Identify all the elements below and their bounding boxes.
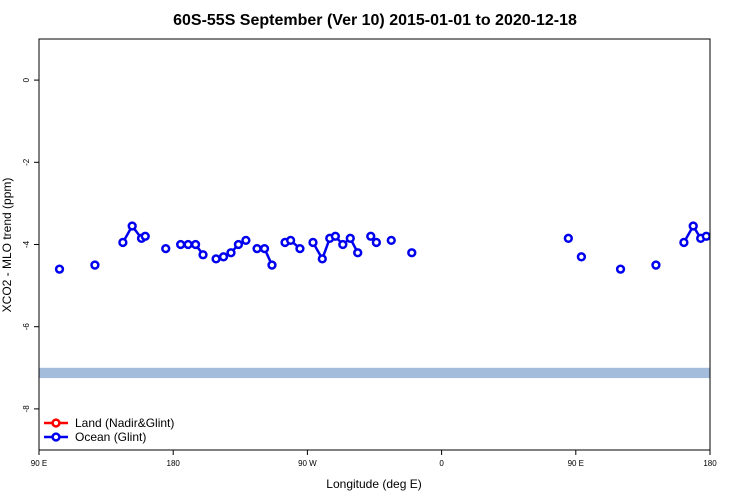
- data-point: [338, 239, 348, 250]
- shaded-band: [39, 367, 710, 379]
- x-tick-label: 0: [439, 459, 444, 468]
- data-point: [285, 235, 296, 246]
- y-tick-label: -2: [22, 158, 31, 166]
- y-tick-label: -6: [22, 323, 31, 331]
- x-axis-label: Longitude (deg E): [326, 477, 421, 491]
- data-point: [563, 233, 573, 243]
- data-point: [176, 239, 186, 250]
- plot-frame: [38, 38, 711, 451]
- data-point: [218, 252, 229, 262]
- data-point: [295, 243, 305, 254]
- x-tick-label: 180: [167, 459, 181, 468]
- band-layer: [39, 367, 710, 379]
- y-tick-label: 0: [22, 77, 31, 82]
- data-point: [576, 252, 587, 262]
- data-point: [330, 231, 341, 241]
- data-point: [54, 264, 65, 274]
- data-point: [161, 243, 171, 254]
- data-point: [211, 254, 221, 264]
- data-point: [233, 239, 244, 250]
- legend-marker: [51, 432, 61, 442]
- data-point: [140, 231, 150, 241]
- x-tick-label: 180: [703, 459, 717, 468]
- data-point: [317, 254, 327, 264]
- data-point: [183, 239, 193, 250]
- x-tick-label: 90 E: [31, 459, 47, 468]
- data-point: [118, 237, 128, 248]
- data-point: [90, 260, 100, 270]
- data-point: [259, 243, 270, 254]
- chart-title: 60S-55S September (Ver 10) 2015-01-01 to…: [173, 12, 577, 29]
- data-point: [407, 248, 417, 258]
- data-point: [679, 237, 689, 248]
- data-point: [615, 264, 626, 274]
- legend-marker: [51, 418, 61, 428]
- legend: Land (Nadir&Glint)Ocean (Glint): [44, 416, 174, 444]
- data-point: [190, 239, 201, 250]
- series-clip-group: [54, 221, 738, 274]
- data-point: [252, 243, 262, 254]
- data-point: [345, 233, 355, 243]
- x-tick-label: 90 W: [298, 459, 317, 468]
- data-point: [386, 235, 396, 246]
- data-point: [308, 237, 318, 248]
- data-point: [688, 221, 698, 231]
- axes: 90 E 180 90 W 0 90 E 180 0 -2 -4 -6 -8: [22, 77, 717, 468]
- data-point: [127, 221, 137, 231]
- legend-label: Land (Nadir&Glint): [75, 416, 174, 430]
- data-point: [371, 237, 382, 248]
- data-point: [198, 250, 208, 260]
- y-axis-label: XCO2 - MLO trend (ppm): [0, 178, 14, 313]
- data-point: [353, 248, 363, 258]
- data-point: [226, 248, 236, 258]
- data-point: [651, 260, 661, 270]
- data-point: [366, 231, 376, 241]
- x-tick-label: 90 E: [568, 459, 584, 468]
- data-point: [241, 235, 251, 246]
- data-point: [731, 245, 738, 252]
- series-layer: [54, 221, 738, 274]
- data-point: [267, 260, 277, 270]
- y-tick-label: -8: [22, 405, 31, 413]
- legend-label: Ocean (Glint): [75, 430, 146, 444]
- y-tick-label: -4: [22, 240, 31, 248]
- data-point: [701, 231, 710, 241]
